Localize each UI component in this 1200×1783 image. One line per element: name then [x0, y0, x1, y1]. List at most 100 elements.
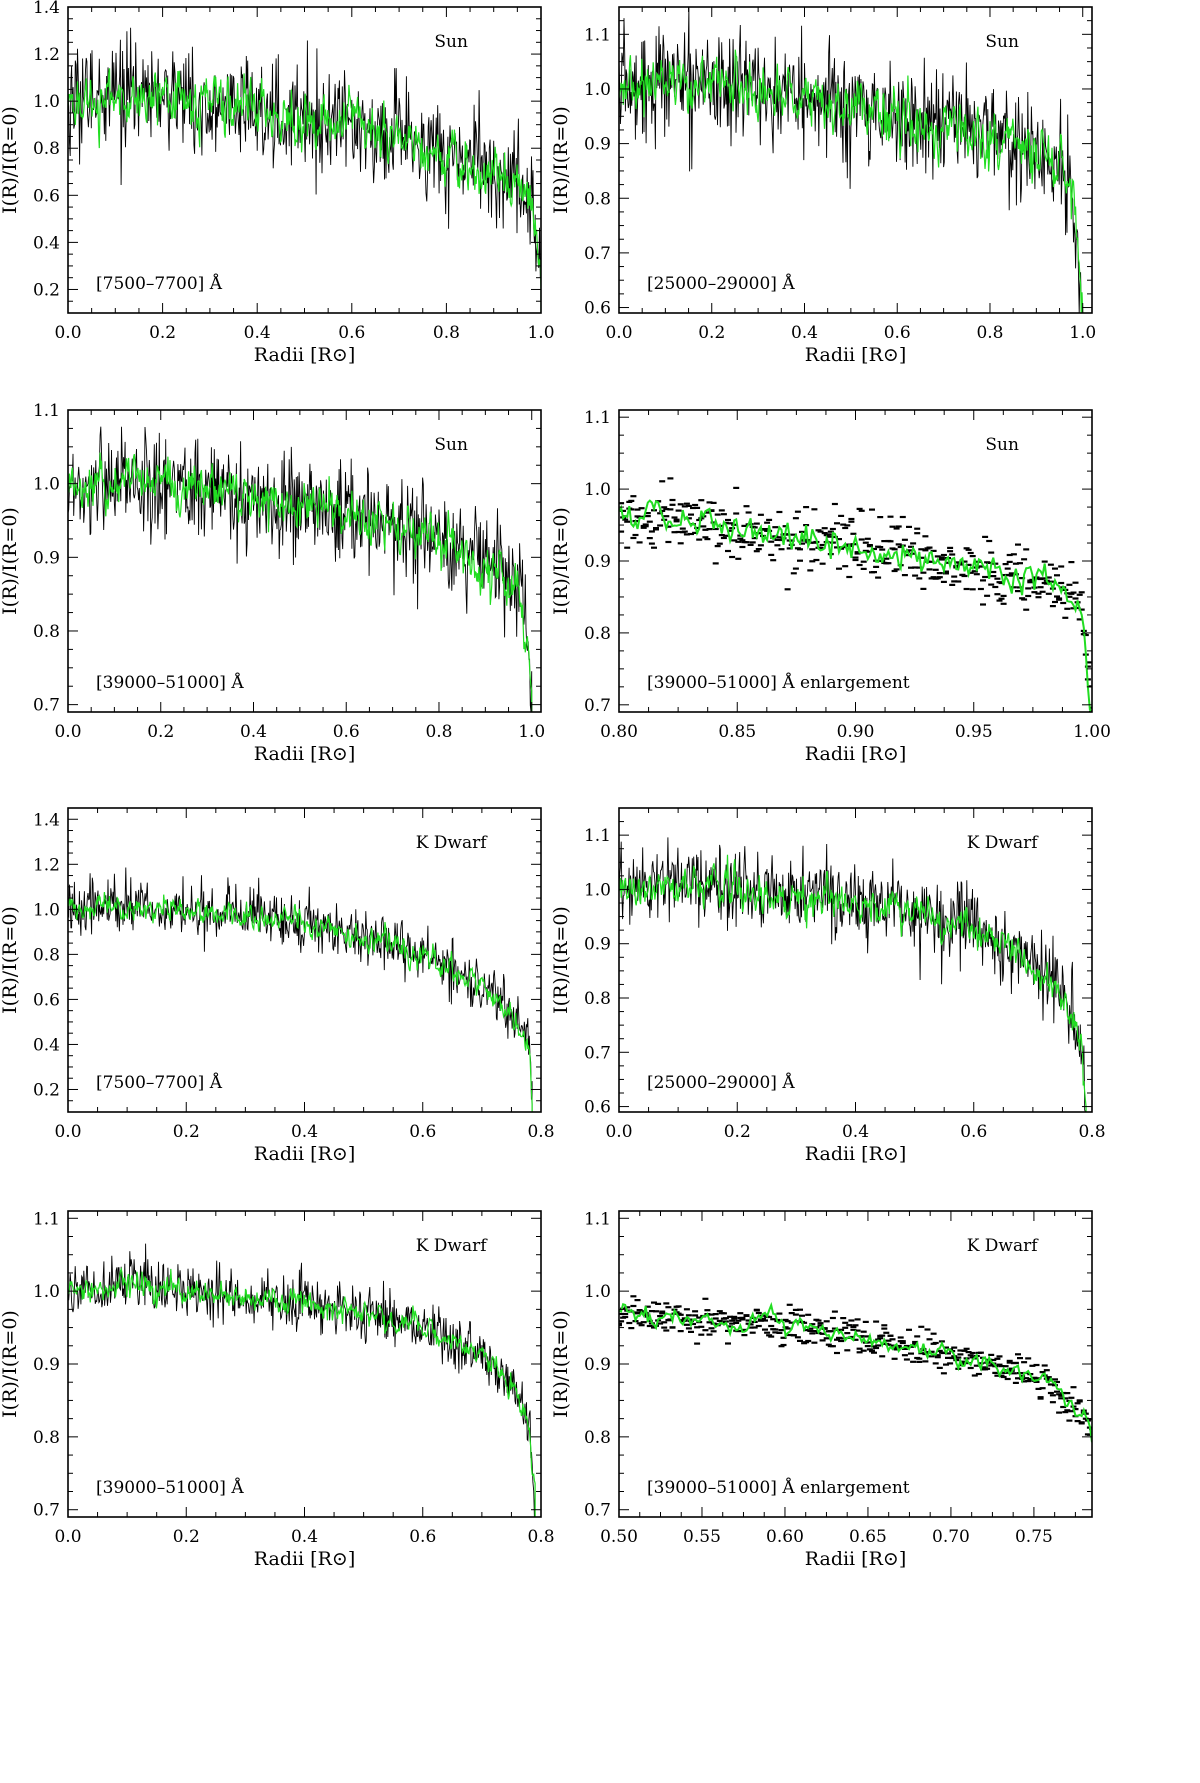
panel-4: 0.80 0.85 0.90 0.95 1.00 0.7 0.8 0.9 1.0 1.1 Radii… [550, 408, 1111, 765]
plot-area [619, 837, 1087, 1112]
y-tick-label: 0.9 [584, 935, 611, 955]
series-smoothed-line [68, 68, 541, 313]
y-tick-label: 1.2 [33, 45, 60, 65]
band-annotation: [7500–7700] Å [96, 1072, 223, 1093]
y-axis-title: I(R)/I(R=0) [550, 906, 572, 1014]
x-tick-label: 0.8 [425, 722, 452, 742]
object-label: Sun [434, 435, 468, 455]
y-axis-title: I(R)/I(R=0) [550, 507, 572, 615]
x-tick-label: 0.95 [955, 722, 993, 742]
x-tick-label: 0.6 [884, 323, 911, 343]
y-tick-label: 0.8 [33, 622, 60, 642]
x-tick-label: 0.50 [600, 1527, 638, 1547]
plot-area [619, 477, 1092, 712]
panel-8: 0.50 0.55 0.60 0.65 0.70 0.75 0.7 0.8 0.9 1.0 1.1 R… [550, 1209, 1093, 1570]
y-tick-label: 0.8 [584, 189, 611, 209]
x-tick-label: 1.0 [1069, 323, 1096, 343]
x-axis-title: Radii [R⊙] [254, 1143, 355, 1165]
x-tick-label: 1.0 [518, 722, 545, 742]
x-tick-label: 0.6 [409, 1122, 436, 1142]
y-tick-label: 1.0 [584, 1282, 611, 1302]
plot-frame [618, 1210, 1093, 1518]
x-tick-label: 0.90 [837, 722, 875, 742]
plot-frame [618, 6, 1093, 314]
x-tick-label: 0.8 [976, 323, 1003, 343]
y-axis-title: I(R)/I(R=0) [550, 1310, 572, 1418]
y-tick-label: 0.7 [33, 1501, 60, 1521]
x-tick-label: 0.8 [433, 323, 460, 343]
x-tick-label: 0.4 [842, 1122, 869, 1142]
y-tick-label: 0.7 [584, 696, 611, 716]
band-annotation: [39000–51000] Å enlargement [647, 1477, 910, 1498]
y-tick-label: 0.4 [33, 1035, 60, 1055]
series-smoothed-line [619, 1301, 1092, 1443]
series-smoothed-line [68, 891, 533, 1112]
object-label: K Dwarf [967, 1236, 1040, 1256]
y-tick-label: 0.9 [584, 135, 611, 155]
plot-frame [67, 807, 542, 1113]
x-tick-label: 0.8 [1078, 1122, 1105, 1142]
x-tick-label: 0.6 [409, 1527, 436, 1547]
x-tick-label: 0.2 [173, 1122, 200, 1142]
band-annotation: [25000–29000] Å [647, 273, 795, 294]
x-tick-label: 0.2 [173, 1527, 200, 1547]
x-tick-label: 0.75 [1015, 1527, 1053, 1547]
y-tick-label: 1.1 [584, 408, 611, 428]
object-label: Sun [434, 32, 468, 52]
x-tick-label: 0.8 [527, 1122, 554, 1142]
y-tick-label: 0.7 [33, 696, 60, 716]
y-tick-label: 1.4 [33, 0, 60, 18]
plot-area [68, 27, 541, 313]
y-tick-label: 0.7 [584, 244, 611, 264]
plot-area [68, 1243, 536, 1517]
x-tick-label: 0.6 [338, 323, 365, 343]
y-tick-label: 1.0 [33, 475, 60, 495]
y-tick-label: 0.8 [584, 989, 611, 1009]
y-tick-label: 0.8 [584, 624, 611, 644]
x-tick-label: 0.4 [244, 323, 271, 343]
band-annotation: [39000–51000] Å enlargement [647, 672, 910, 693]
x-tick-label: 0.4 [791, 323, 818, 343]
x-tick-label: 0.2 [724, 1122, 751, 1142]
series-raw-line [619, 7, 1083, 313]
y-axis-title: I(R)/I(R=0) [0, 507, 21, 615]
x-axis-title: Radii [R⊙] [254, 743, 355, 765]
y-axis-title: I(R)/I(R=0) [0, 906, 21, 1014]
y-tick-label: 0.9 [584, 1355, 611, 1375]
panel-6: 0.0 0.2 0.4 0.6 0.8 0.6 0.7 0.8 0.9 1.0 1.1 Radii [… [550, 807, 1106, 1165]
x-tick-label: 0.2 [147, 722, 174, 742]
y-tick-label: 0.6 [584, 299, 611, 319]
plot-area [68, 867, 533, 1112]
series-smoothed-line [619, 49, 1084, 313]
x-tick-label: 0.4 [291, 1527, 318, 1547]
plot-frame [67, 1210, 542, 1518]
x-tick-label: 0.80 [600, 722, 638, 742]
panel-2: 0.0 0.2 0.4 0.6 0.8 1.0 0.6 0.7 0.8 0.9 1.0 1.1 Radi… [550, 6, 1096, 366]
plot-frame [67, 6, 542, 314]
y-tick-label: 0.8 [33, 1428, 60, 1448]
series-smoothed-line [68, 452, 533, 712]
y-tick-label: 0.2 [33, 1080, 60, 1100]
x-tick-label: 0.8 [527, 1527, 554, 1547]
y-tick-label: 0.6 [33, 186, 60, 206]
object-label: K Dwarf [967, 833, 1040, 853]
y-axis-title: I(R)/I(R=0) [0, 1310, 21, 1418]
x-axis-title: Radii [R⊙] [805, 743, 906, 765]
object-label: K Dwarf [416, 1236, 489, 1256]
x-tick-label: 0.60 [766, 1527, 804, 1547]
x-tick-label: 0.0 [54, 323, 81, 343]
plot-area [619, 1295, 1092, 1443]
x-tick-label: 0.70 [932, 1527, 970, 1547]
x-tick-label: 0.2 [698, 323, 725, 343]
band-annotation: [7500–7700] Å [96, 273, 223, 294]
y-tick-label: 1.1 [584, 25, 611, 45]
band-annotation: [39000–51000] Å [96, 672, 244, 693]
y-tick-label: 1.2 [33, 855, 60, 875]
panel-1: 0.0 0.2 0.4 0.6 0.8 1.0 0.2 0.4 0.6 0.8 1.0 1.2 1.4 R… [0, 0, 555, 366]
y-tick-label: 0.4 [33, 233, 60, 253]
x-axis-title: Radii [R⊙] [805, 344, 906, 366]
y-tick-label: 0.9 [584, 552, 611, 572]
y-tick-label: 1.1 [33, 1209, 60, 1229]
band-annotation: [25000–29000] Å [647, 1072, 795, 1093]
